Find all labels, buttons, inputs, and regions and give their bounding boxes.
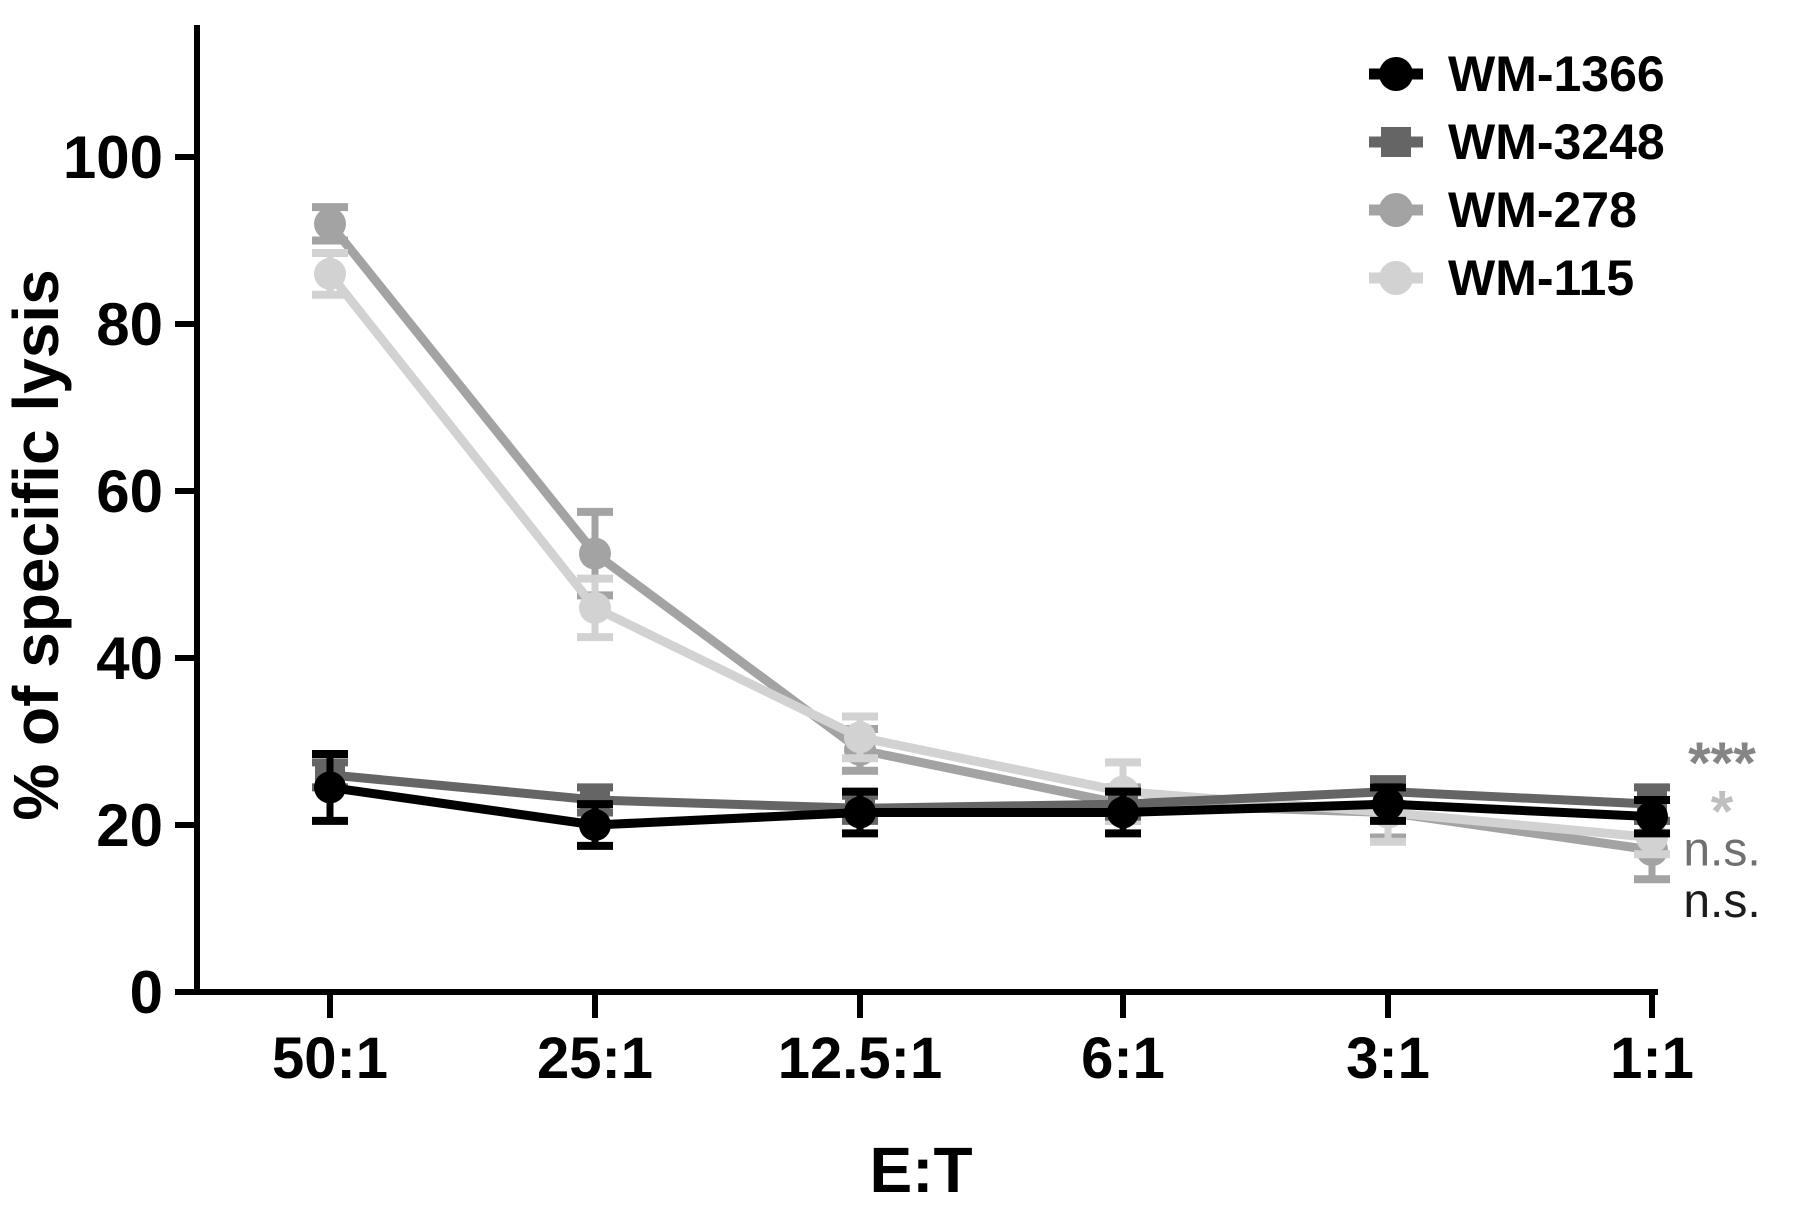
data-point: [1372, 788, 1404, 821]
significance-label: ***: [1688, 731, 1756, 796]
x-tick-label: 50:1: [272, 1026, 388, 1091]
x-tick-label: 12.5:1: [778, 1026, 942, 1091]
legend-item-WM-278: WM-278: [1369, 182, 1637, 238]
x-tick-label: 3:1: [1346, 1026, 1430, 1091]
y-tick-label: 80: [96, 291, 163, 358]
legend-item-WM-3248: WM-3248: [1369, 114, 1665, 170]
data-point: [1107, 796, 1139, 829]
legend-item-WM-115: WM-115: [1369, 250, 1634, 306]
legend-item-WM-1366: WM-1366: [1369, 46, 1665, 102]
significance-annotations: ****n.s.n.s.: [1683, 731, 1760, 928]
series-WM-1366: [312, 750, 1670, 850]
y-tick-label: 20: [96, 792, 163, 859]
legend: WM-1366 WM-3248 WM-278 WM-115: [1369, 46, 1665, 306]
data-point: [314, 207, 346, 240]
legend-label: WM-278: [1448, 182, 1637, 238]
legend-marker: [1379, 261, 1413, 295]
x-tick-label: 6:1: [1081, 1026, 1165, 1091]
axes: 0 20 40 60 80 100 50:1 25:1 12.5:1 6:1 3:1 1:1: [63, 25, 1694, 1091]
significance-label: n.s.: [1683, 875, 1760, 928]
series: [312, 203, 1670, 884]
legend-marker: [1379, 193, 1413, 227]
series-line: [326, 220, 1653, 855]
data-point: [579, 591, 611, 624]
data-point: [314, 257, 346, 290]
y-tick-label: 100: [63, 124, 163, 191]
series-line: [329, 770, 1653, 813]
y-tick-label: 0: [130, 959, 163, 1026]
series-WM-115: [312, 249, 1670, 859]
legend-label: WM-3248: [1448, 114, 1665, 170]
series-line: [329, 782, 1653, 830]
y-tick-label: 60: [96, 458, 163, 525]
y-tick-label: 40: [96, 625, 163, 692]
legend-marker: [1381, 127, 1411, 157]
series-line: [326, 271, 1653, 843]
legend-marker: [1379, 57, 1413, 91]
data-point: [579, 809, 611, 841]
x-tick-label: 1:1: [1610, 1026, 1694, 1091]
data-point: [579, 537, 611, 570]
data-point: [1636, 800, 1668, 833]
data-point: [844, 796, 876, 829]
x-tick-label: 25:1: [537, 1026, 653, 1091]
data-point: [844, 721, 876, 754]
y-axis-title: % of specific lysis: [0, 269, 72, 820]
series-WM-278: [312, 203, 1670, 884]
significance-label: *: [1711, 779, 1734, 844]
legend-label: WM-115: [1448, 250, 1634, 306]
significance-label: n.s.: [1683, 823, 1760, 876]
legend-label: WM-1366: [1448, 46, 1665, 102]
x-axis-title: E:T: [869, 1134, 972, 1206]
data-point: [314, 771, 346, 804]
